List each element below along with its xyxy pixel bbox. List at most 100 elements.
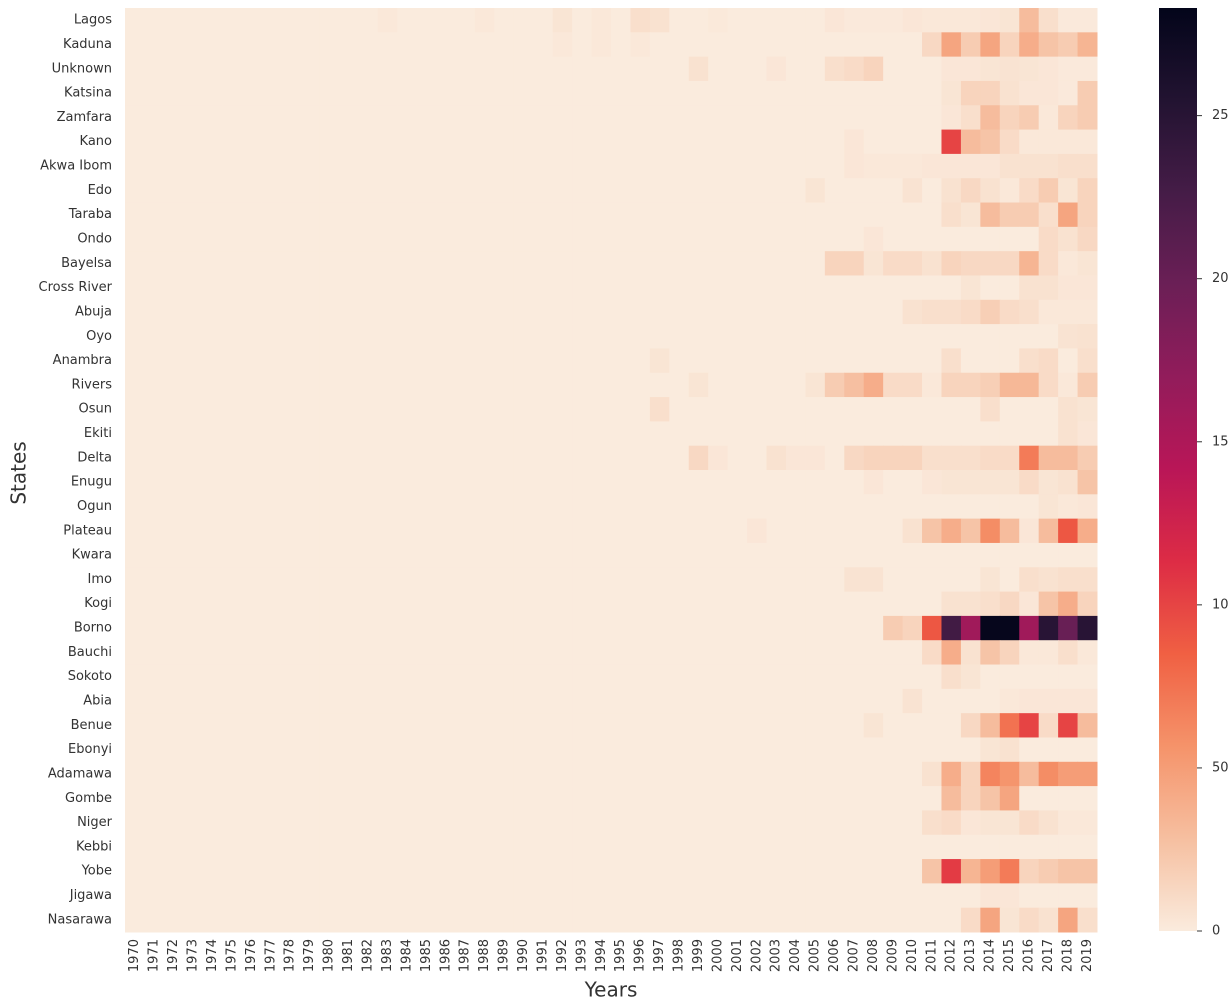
heatmap-cell xyxy=(747,664,768,690)
heatmap-cell xyxy=(416,105,437,131)
heatmap-cell xyxy=(727,542,748,568)
heatmap-cell xyxy=(202,494,223,520)
heatmap-cell xyxy=(183,786,204,811)
heatmap-cell xyxy=(183,445,204,471)
heatmap-cell xyxy=(747,786,768,811)
heatmap-cell xyxy=(960,80,981,106)
heatmap-cell xyxy=(1058,445,1079,471)
heatmap-cell xyxy=(708,688,729,714)
heatmap-cell xyxy=(572,275,593,301)
heatmap-cell xyxy=(727,786,748,811)
heatmap-cell xyxy=(688,567,709,593)
heatmap-cell xyxy=(261,567,282,593)
heatmap-cell xyxy=(455,445,476,471)
heatmap-cell xyxy=(533,32,554,58)
heatmap-cell xyxy=(436,275,456,301)
heatmap-cell xyxy=(377,542,398,568)
x-tick-label: 2010 xyxy=(905,939,920,972)
heatmap-cell xyxy=(1077,32,1098,58)
heatmap-cell xyxy=(222,445,243,471)
heatmap-cell xyxy=(611,178,631,204)
heatmap-cell xyxy=(202,348,223,374)
heatmap-cell xyxy=(494,178,515,204)
heatmap-cell xyxy=(611,348,631,374)
heatmap-cell xyxy=(202,80,223,106)
heatmap-cell xyxy=(455,251,476,276)
heatmap-cell xyxy=(572,299,593,325)
y-tick-label: Ogun xyxy=(77,499,112,514)
heatmap-cell xyxy=(999,688,1020,714)
heatmap-cell xyxy=(883,348,904,374)
x-tick-label: 1993 xyxy=(574,939,589,972)
heatmap-cell xyxy=(338,251,359,276)
heatmap-cell xyxy=(611,591,631,617)
heatmap-cell xyxy=(144,713,165,738)
x-tick-label: 2000 xyxy=(710,939,725,972)
heatmap-cell xyxy=(183,713,204,738)
heatmap-cell xyxy=(416,421,437,447)
heatmap-cell xyxy=(1038,615,1059,641)
y-tick-label: Oyo xyxy=(86,329,112,344)
heatmap-cell xyxy=(338,737,359,763)
heatmap-cell xyxy=(163,688,184,714)
heatmap-cell xyxy=(747,372,768,398)
heatmap-cell xyxy=(669,640,690,666)
heatmap-cell xyxy=(455,786,476,811)
heatmap-cell xyxy=(1058,202,1079,228)
heatmap-cell xyxy=(358,883,379,909)
heatmap-cell xyxy=(144,445,165,471)
heatmap-cell xyxy=(785,567,806,593)
heatmap-cell xyxy=(1077,470,1098,495)
heatmap-cell xyxy=(455,907,476,933)
heatmap-cell xyxy=(824,348,845,374)
heatmap-cell xyxy=(824,226,845,252)
heatmap-cell xyxy=(1058,859,1079,884)
heatmap-cell xyxy=(999,567,1020,593)
heatmap-cell xyxy=(222,129,243,155)
heatmap-cell xyxy=(727,615,748,641)
heatmap-cell xyxy=(591,299,612,325)
heatmap-cell xyxy=(941,129,962,155)
heatmap-cell xyxy=(377,178,398,204)
heatmap-cell xyxy=(805,713,826,738)
heatmap-cell xyxy=(1038,178,1059,204)
heatmap-cell xyxy=(241,567,262,593)
heatmap-cell xyxy=(280,737,301,763)
heatmap-cell xyxy=(1058,494,1079,520)
heatmap-cell xyxy=(319,907,340,933)
heatmap-cell xyxy=(338,105,359,131)
heatmap-cell xyxy=(960,518,981,544)
heatmap-cell xyxy=(922,810,942,836)
heatmap-cell xyxy=(688,834,709,860)
heatmap-cell xyxy=(241,421,262,447)
heatmap-cell xyxy=(397,251,418,276)
heatmap-cell xyxy=(785,445,806,471)
y-tick-label: Yobe xyxy=(81,864,112,879)
heatmap-cell xyxy=(863,859,884,884)
heatmap-cell xyxy=(960,615,981,641)
heatmap-cell xyxy=(358,470,379,495)
heatmap-cell xyxy=(747,883,768,909)
heatmap-cell xyxy=(202,32,223,58)
heatmap-cell xyxy=(280,640,301,666)
heatmap-cell xyxy=(377,348,398,374)
heatmap-cell xyxy=(883,153,904,179)
heatmap-cell xyxy=(805,397,826,422)
heatmap-cell xyxy=(611,421,631,447)
heatmap-cell xyxy=(941,251,962,276)
heatmap-cell xyxy=(416,591,437,617)
heatmap-cell xyxy=(202,542,223,568)
heatmap-cell xyxy=(319,810,340,836)
heatmap-cell xyxy=(552,615,573,641)
heatmap-cell xyxy=(999,810,1020,836)
heatmap-cell xyxy=(222,664,243,690)
heatmap-cell xyxy=(902,275,923,301)
heatmap-cell xyxy=(513,226,534,252)
heatmap-cell xyxy=(319,591,340,617)
heatmap-cell xyxy=(241,810,262,836)
heatmap-cell xyxy=(202,470,223,495)
heatmap-cell xyxy=(883,56,904,82)
heatmap-cell xyxy=(416,8,437,33)
heatmap-cell xyxy=(552,859,573,884)
heatmap-cell xyxy=(649,8,670,33)
